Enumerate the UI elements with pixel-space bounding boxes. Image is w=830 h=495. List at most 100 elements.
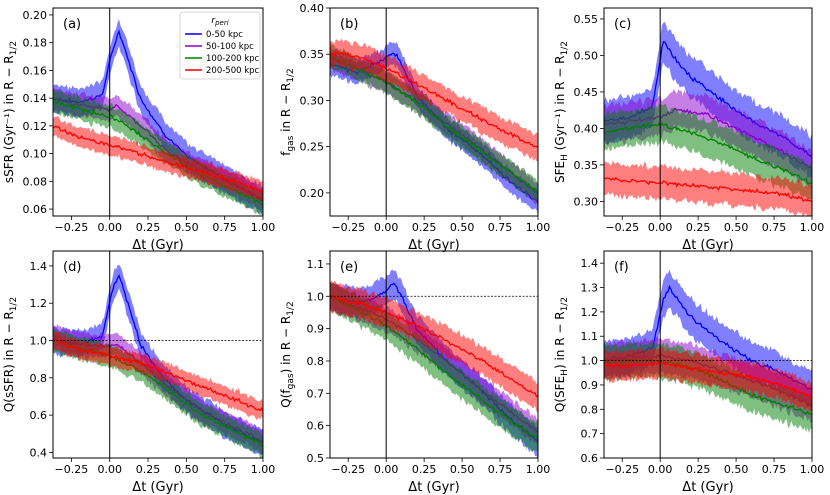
legend-entry: 50-100 kpc (206, 42, 254, 52)
y-tick-label: 0.20 (300, 187, 325, 200)
panel-label: (c) (614, 17, 631, 32)
x-tick-label: 0.75 (762, 221, 787, 234)
y-axis-label: Q(sSFR) in R − R1/2​ (2, 297, 19, 412)
y-tick-label: 0.7 (307, 387, 325, 400)
y-tick-label: 1.1 (307, 258, 325, 271)
series-line-b-3 (330, 50, 538, 149)
x-tick-label: 0.50 (450, 463, 475, 476)
y-tick-label: 1.0 (581, 355, 599, 368)
x-tick-label: 0.50 (724, 221, 749, 234)
y-axis-label: fgas​ in R − R1/2​ (279, 68, 296, 156)
axes-frame (603, 250, 813, 459)
y-tick-label: 0.7 (581, 428, 599, 441)
panel-label: (b) (340, 17, 358, 32)
y-tick-label: 1.2 (581, 306, 599, 319)
y-tick-label: 0.35 (300, 48, 325, 61)
x-tick-label: 1.00 (251, 221, 276, 234)
y-tick-label: 1.0 (30, 335, 48, 348)
x-tick-label: 0.25 (412, 463, 437, 476)
x-tick-label: −0.25 (331, 221, 365, 234)
band-b-3 (330, 38, 538, 162)
series-line-e-3 (330, 295, 538, 398)
y-tick-label: 1.1 (581, 330, 599, 343)
x-tick-label: 0.00 (97, 221, 122, 234)
legend-entry: 0-50 kpc (206, 30, 243, 40)
legend-box (179, 11, 261, 80)
panel-label: (f) (614, 260, 629, 275)
legend-entry: 100-200 kpc (206, 54, 260, 64)
y-tick-label: 0.10 (23, 148, 48, 161)
axes-frame (329, 7, 539, 217)
y-tick-label: 1.2 (30, 297, 48, 310)
plot-area (330, 251, 538, 458)
panel-d: −0.25 0.00 0.25 0.50 0.75 1.00 0.4 0.6 0.8 1.0 1.2… (2, 250, 276, 495)
series-line-c-3 (604, 176, 812, 203)
axes-frame (603, 7, 813, 217)
x-tick-label: 0.25 (412, 221, 437, 234)
panel-c: −0.25 0.00 0.25 0.50 0.75 1.00 0.30 0.35 0.40 0.4… (553, 7, 825, 253)
plot-area (53, 251, 263, 458)
y-tick-label: 0.30 (300, 94, 325, 107)
y-axis-label: Q(SFEH​) in R − R1/2​ (553, 297, 570, 412)
x-tick-label: 0.75 (488, 221, 513, 234)
y-tick-label: 0.8 (30, 372, 48, 385)
x-tick-label: 0.25 (686, 463, 711, 476)
x-tick-label: 1.00 (800, 221, 825, 234)
series-line-a-3 (53, 125, 263, 193)
legend-entry: 200-500 kpc (206, 66, 260, 76)
x-tick-label: −0.25 (55, 221, 89, 234)
x-axis-label: Δt (Gyr) (682, 480, 733, 495)
panel-e: −0.25 0.00 0.25 0.50 0.75 1.00 0.5 0.6 0.7 0.8 0.9… (279, 250, 550, 495)
series-line-f-3 (604, 360, 812, 400)
x-tick-label: 0.25 (136, 463, 161, 476)
y-tick-label: 0.55 (574, 13, 599, 26)
x-tick-label: −0.25 (331, 463, 365, 476)
x-axis-label: Δt (Gyr) (132, 480, 183, 495)
y-tick-label: 0.4 (30, 446, 48, 459)
axes-frame (52, 250, 264, 459)
x-axis-label: Δt (Gyr) (408, 480, 459, 495)
panel-a: −0.25 0.00 0.25 0.50 0.75 1.00 0.06 0.08 0.10 0.1… (2, 7, 276, 253)
series-line-d-3 (53, 339, 263, 412)
band-e-0 (330, 269, 538, 458)
panel-label: (a) (63, 17, 81, 32)
plot-area (330, 8, 538, 216)
x-tick-label: 0.25 (686, 221, 711, 234)
y-tick-label: 0.18 (23, 37, 48, 50)
y-axis-label: sSFR (Gyr⁻¹) in R − R1/2​ (2, 41, 19, 183)
y-tick-label: 0.45 (574, 86, 599, 99)
y-tick-label: 0.40 (300, 2, 325, 15)
y-tick-label: 1.4 (30, 260, 48, 273)
plot-area (604, 251, 812, 458)
y-tick-label: 0.08 (23, 175, 48, 188)
x-tick-label: 0.50 (724, 463, 749, 476)
x-tick-label: 0.75 (212, 463, 237, 476)
x-axis-label: Δt (Gyr) (132, 238, 183, 253)
series-line-c-2 (604, 121, 812, 185)
x-tick-label: 0.25 (136, 221, 161, 234)
y-tick-label: 0.6 (307, 420, 325, 433)
x-tick-label: 1.00 (251, 463, 276, 476)
y-tick-label: 0.50 (574, 49, 599, 62)
x-tick-label: 1.00 (800, 463, 825, 476)
y-tick-label: 1.4 (581, 257, 599, 270)
x-tick-label: 0.00 (374, 463, 399, 476)
panel-label: (e) (340, 260, 358, 275)
x-tick-label: 0.75 (762, 463, 787, 476)
y-tick-label: 0.30 (574, 195, 599, 208)
y-tick-label: 0.06 (23, 203, 48, 216)
panel-f: −0.25 0.00 0.25 0.50 0.75 1.00 0.6 0.7 0.8 0.9 1.0… (553, 250, 825, 495)
plot-area (53, 8, 263, 216)
band-b-2 (330, 43, 538, 204)
y-axis-label: Q(fgas​) in R − R1/2​ (279, 301, 296, 407)
y-tick-label: 0.8 (581, 403, 599, 416)
y-axis-label: SFEH​ (Gyr⁻¹) in R − R1/2​ (553, 41, 570, 183)
x-tick-label: −0.25 (55, 463, 89, 476)
y-tick-label: 0.35 (574, 159, 599, 172)
axes-frame (329, 250, 539, 459)
panel-label: (d) (63, 260, 81, 275)
y-tick-label: 0.12 (23, 120, 48, 133)
x-tick-label: −0.25 (605, 463, 639, 476)
y-tick-label: 0.6 (581, 452, 599, 465)
